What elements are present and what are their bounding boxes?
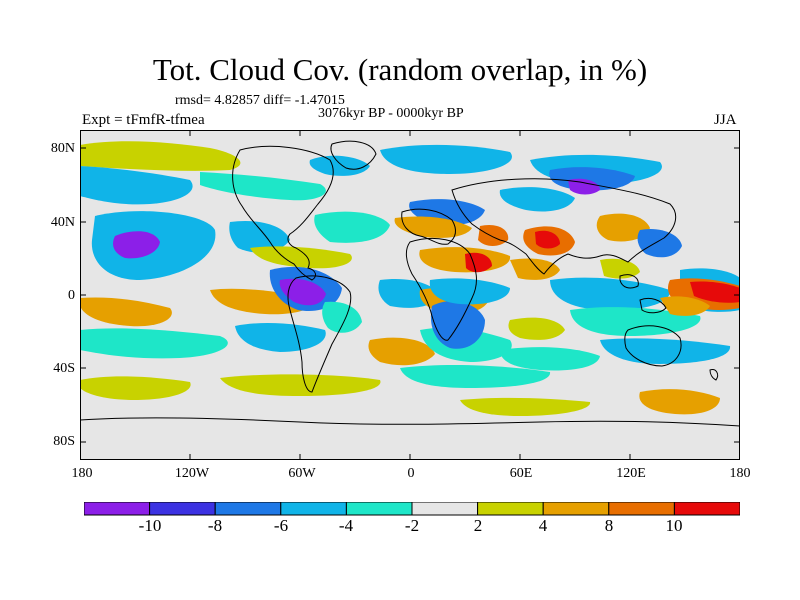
anomaly-region	[660, 296, 710, 316]
colorbar-swatch	[542, 502, 610, 516]
anomaly-region	[637, 228, 682, 258]
anomaly-region	[500, 347, 600, 371]
anomaly-region	[535, 230, 560, 249]
coastlines	[80, 140, 740, 460]
anomaly-region	[80, 297, 172, 327]
x-tick-180e: 180	[729, 466, 751, 481]
colorbar-label: -4	[338, 516, 354, 535]
colorbar-label: 10	[665, 516, 683, 535]
anomaly-region	[600, 338, 731, 364]
anomaly-region	[322, 301, 362, 333]
colorbar-swatch	[411, 502, 479, 516]
colorbar-swatch	[608, 502, 675, 516]
anomaly-region	[80, 328, 228, 359]
coastline	[401, 208, 456, 245]
x-tick-180w: 180	[71, 466, 93, 481]
anomaly-field	[80, 141, 740, 416]
anomaly-region	[229, 220, 290, 253]
anomaly-region	[400, 365, 551, 388]
y-tick-0: 0	[68, 288, 75, 303]
anomaly-region	[380, 144, 512, 174]
anomaly-region	[499, 187, 575, 212]
colorbar-label: 8	[604, 516, 614, 535]
anomaly-region	[80, 166, 193, 205]
anomaly-region	[460, 397, 591, 416]
coastline	[624, 325, 682, 367]
cloud-cover-map	[80, 130, 740, 460]
anomaly-region	[235, 323, 326, 352]
x-tick-120w: 120W	[174, 466, 210, 481]
colorbar-label: -8	[207, 516, 223, 535]
coastline	[405, 237, 477, 341]
y-tick-40n: 40N	[50, 215, 75, 230]
colorbar-swatch	[280, 502, 347, 516]
colorbar-swatch	[477, 502, 544, 516]
x-tick-60e: 60E	[509, 466, 533, 481]
coastline	[80, 417, 740, 460]
anomaly-region	[600, 258, 640, 279]
anomaly-region	[568, 178, 600, 195]
anomaly-region	[80, 141, 241, 171]
anomaly-region	[639, 389, 720, 415]
anomaly-region	[478, 224, 509, 246]
colorbar-swatch	[214, 502, 282, 516]
colorbar-label: -6	[273, 516, 289, 535]
anomaly-region	[113, 231, 160, 259]
experiment-label: Expt = tFmfR-tfmea	[82, 112, 205, 128]
anomaly-region	[690, 281, 740, 303]
anomaly-region	[80, 376, 191, 400]
anomaly-region	[596, 213, 650, 242]
page-title: Tot. Cloud Cov. (random overlap, in %)	[152, 52, 648, 87]
coastline	[451, 178, 677, 275]
statistics-label: rmsd= 4.82857 diff= -1.47015	[175, 93, 345, 108]
x-tick-60w: 60W	[288, 466, 316, 481]
anomaly-region	[279, 278, 326, 306]
anomaly-region	[309, 155, 370, 176]
anomaly-region	[250, 246, 352, 269]
coastline	[330, 140, 377, 170]
colorbar-label: -10	[138, 516, 162, 535]
anomaly-region	[429, 278, 510, 305]
y-tick-80n: 80N	[50, 141, 75, 156]
coastline	[232, 145, 334, 281]
anomaly-region	[200, 172, 326, 201]
colorbar-swatch	[345, 502, 413, 516]
coastline	[287, 275, 352, 393]
map-ticks	[80, 130, 740, 460]
colorbar	[84, 502, 740, 516]
anomaly-region	[220, 374, 381, 396]
anomaly-region	[510, 258, 560, 280]
colorbar-swatch	[84, 502, 151, 516]
coastline	[639, 297, 667, 314]
colorbar-label: 4	[538, 516, 548, 535]
coastline	[619, 274, 639, 289]
x-tick-0: 0	[407, 466, 415, 481]
colorbar-label: -2	[404, 516, 420, 535]
colorbar-swatch	[149, 502, 216, 516]
y-tick-80s: 80S	[53, 434, 75, 449]
colorbar-swatch	[673, 502, 740, 516]
x-tick-120e: 120E	[616, 466, 646, 481]
period-subtitle: 3076kyr BP - 0000kyr BP	[318, 106, 464, 121]
anomaly-region	[368, 337, 435, 366]
coastline	[709, 369, 719, 381]
season-label: JJA	[714, 112, 737, 128]
anomaly-region	[314, 211, 390, 243]
y-tick-40s: 40S	[53, 361, 75, 376]
colorbar-label: 2	[473, 516, 483, 535]
anomaly-region	[508, 317, 565, 340]
